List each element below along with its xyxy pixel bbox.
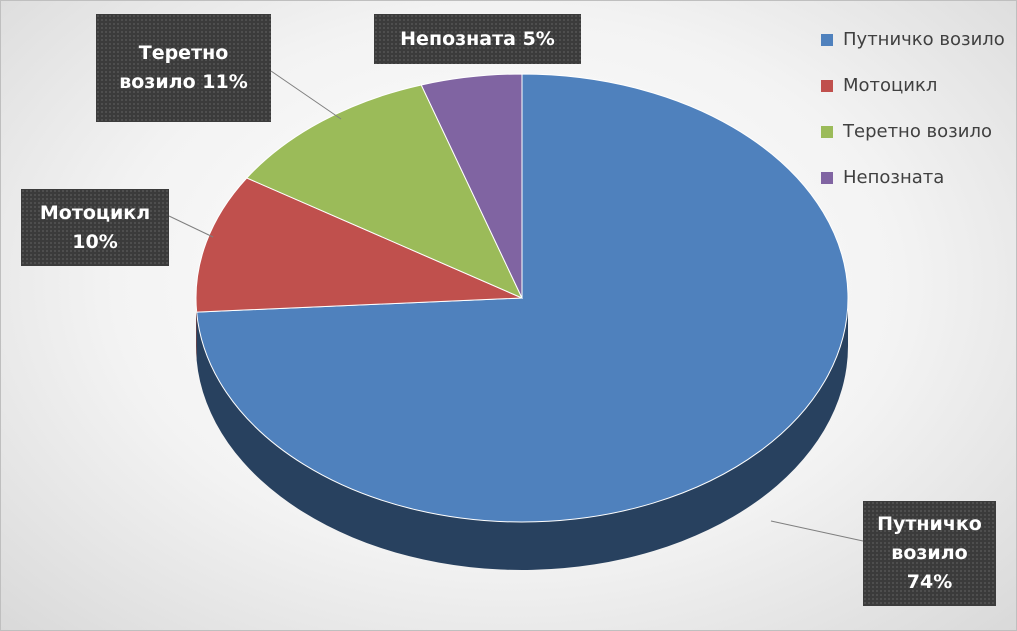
legend-item: Путничко возило: [821, 29, 1005, 50]
data-label-value: 5%: [522, 27, 555, 50]
legend-swatch: [821, 125, 833, 138]
leader-line: [270, 70, 342, 120]
legend-label: Мотоцикл: [843, 75, 938, 96]
slice: [195, 177, 523, 313]
data-label: Теретно возило 11%: [96, 14, 271, 122]
data-label-value: 74%: [906, 571, 953, 593]
data-label-value: 11%: [202, 71, 248, 93]
legend-item: Теретно возило: [821, 121, 992, 142]
legend-label: Путничко возило: [843, 29, 1005, 50]
data-label-text: Непозната 5%: [400, 25, 555, 54]
data-label-category: Мотоцикл: [39, 201, 151, 224]
data-label: Непозната 5%: [374, 14, 581, 64]
slice: [245, 84, 524, 299]
legend-label: Непозната: [843, 167, 945, 188]
legend-swatch: [821, 171, 833, 184]
data-label-text: Мотоцикл 10%: [29, 199, 161, 257]
slice-side: [196, 298, 848, 571]
legend-item: Мотоцикл: [821, 75, 937, 96]
legend-item: Непозната: [821, 167, 944, 188]
data-label-text: Теретно возило 11%: [104, 39, 263, 97]
data-label: Мотоцикл 10%: [21, 189, 169, 266]
legend-label: Теретно возило: [843, 121, 992, 142]
leader-line: [168, 215, 214, 238]
data-label-text: Путничко возило 74%: [871, 510, 988, 597]
data-label: Путничко возило 74%: [863, 501, 996, 606]
legend-swatch: [821, 79, 833, 92]
data-label-value: 10%: [72, 230, 118, 253]
data-label-category: Теретно возило: [119, 42, 229, 93]
slice: [420, 73, 523, 299]
data-label-category: Путничко возило: [877, 513, 982, 564]
legend-swatch: [821, 33, 833, 46]
leader-line: [770, 520, 864, 542]
data-label-category: Непозната: [400, 27, 516, 50]
